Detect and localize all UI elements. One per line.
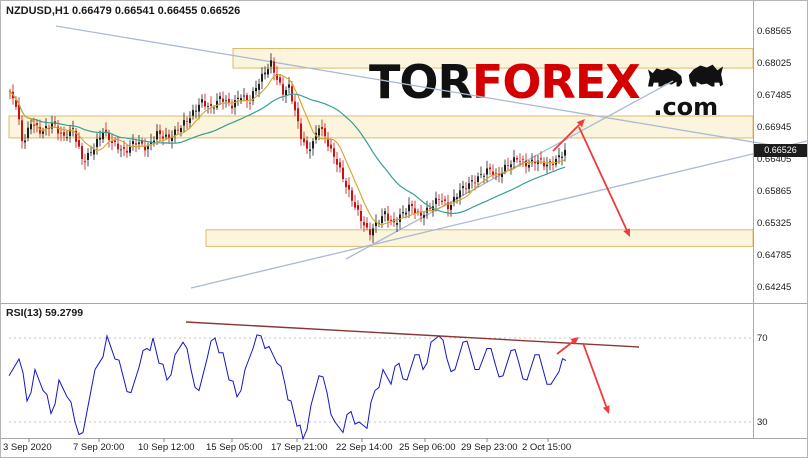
rsi-forecast-arrow-head — [602, 405, 610, 414]
current-price-tag: 0.66526 — [754, 144, 807, 157]
bull-bear-logo-icon — [647, 64, 723, 87]
rsi-forecast-arrow — [582, 342, 608, 407]
trendline — [55, 25, 807, 152]
torforex-watermark: TOR FOREX .com — [369, 55, 727, 121]
symbol-ohlc-title: NZDUSD,H1 0.66479 0.66541 0.66455 0.6652… — [6, 5, 241, 17]
rsi-forecast-arrow — [556, 341, 574, 355]
trendline — [190, 140, 807, 289]
rsi-trendline — [185, 321, 640, 348]
candlestick-series — [9, 53, 566, 244]
watermark-text-forex: FOREX — [471, 55, 641, 109]
forecast-arrow — [578, 126, 628, 231]
rsi-line — [8, 333, 567, 441]
ma-fast-line — [9, 73, 566, 226]
watermark-text-tor: TOR — [369, 55, 473, 109]
rsi-forecast-arrow-head — [570, 337, 579, 345]
ma-slow-line — [9, 91, 566, 215]
watermark-text-com: .com — [653, 93, 719, 121]
forecast-arrow — [552, 124, 580, 152]
forecast-arrow-head — [576, 119, 585, 128]
forecast-arrow-head — [623, 228, 630, 237]
rsi-indicator-label: RSI(13) 59.2799 — [6, 307, 84, 319]
